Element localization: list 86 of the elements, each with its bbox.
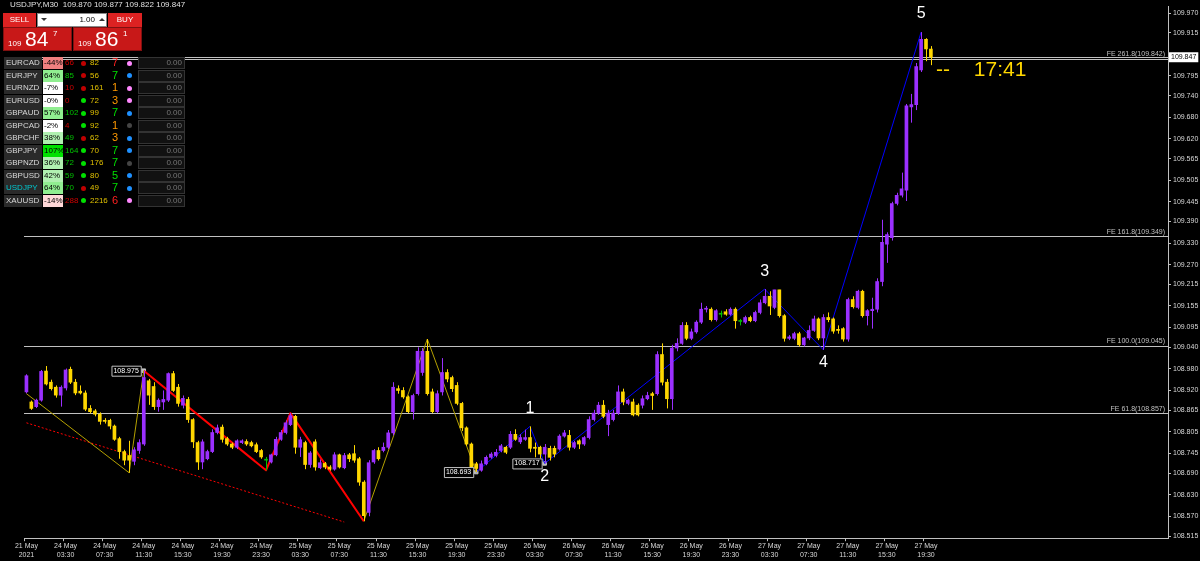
annotation: 0.00: [138, 182, 185, 194]
annotation: 84: [25, 27, 49, 50]
annotation: 0.00: [138, 69, 185, 82]
annotation: 109: [78, 38, 92, 49]
annotation: 0.00: [138, 169, 185, 182]
annotation: GBPAUD: [4, 107, 42, 119]
annotation: 0.00: [138, 132, 185, 144]
annotation: 49: [65, 132, 74, 143]
annotation: 7: [112, 68, 119, 81]
annotation: 4: [65, 119, 70, 131]
annotation: 72: [65, 157, 74, 168]
annotation: 80: [90, 169, 99, 181]
annotation: 42%: [43, 169, 63, 182]
annotation: EURNZD: [4, 82, 42, 94]
annotation: 7: [112, 143, 119, 156]
annotation: 1: [123, 28, 128, 39]
annotation: 164: [65, 144, 79, 156]
annotation: 56: [90, 69, 99, 81]
annotation: 49: [90, 182, 99, 193]
annotation: 7: [112, 181, 119, 193]
annotation: 0.00: [138, 119, 185, 132]
annotation: 0.00: [138, 57, 185, 69]
annotation: GBPNZD: [4, 157, 42, 169]
annotation: 85: [65, 69, 74, 81]
annotation: 1: [525, 398, 535, 416]
annotation: GBPJPY: [4, 144, 42, 157]
annotation: BUY: [108, 13, 142, 27]
annotation: GBPUSD: [4, 169, 42, 182]
annotation: 86: [95, 27, 119, 50]
annotation: 64%: [43, 69, 63, 82]
annotation: 4: [818, 353, 828, 371]
annotation: GBPCHF: [4, 132, 42, 144]
annotation: -2%: [43, 119, 63, 132]
annotation: 0.00: [138, 157, 185, 169]
annotation: 92: [90, 119, 99, 131]
annotation: 57%: [43, 107, 63, 119]
annotation: 288: [65, 194, 79, 206]
annotation: EURCAD: [4, 57, 42, 69]
annotation: GBPCAD: [4, 119, 42, 132]
annotation: -0%: [43, 94, 63, 107]
annotation: 2: [540, 466, 550, 484]
annotation: 176: [90, 157, 104, 168]
annotation: -44%: [43, 57, 63, 69]
annotation: 0.00: [138, 94, 185, 107]
annotation: 62: [90, 132, 99, 143]
annotation: EURJPY: [4, 69, 42, 82]
annotation: -- 17:41: [936, 57, 1027, 81]
annotation: 0.00: [138, 194, 185, 207]
annotation: USDJPY: [4, 182, 42, 194]
annotation: 7: [53, 28, 58, 39]
annotation: SELL: [3, 13, 36, 27]
annotation: 7: [112, 106, 119, 118]
annotation: 1: [112, 81, 119, 93]
annotation: 2216: [90, 194, 108, 206]
annotation: -7%: [43, 82, 63, 94]
annotation: 70: [65, 182, 74, 193]
annotation: 99: [90, 107, 99, 118]
annotation: 72: [90, 94, 99, 106]
annotation: 3: [760, 261, 770, 279]
annotation: 0.00: [138, 144, 185, 157]
annotation: EURUSD: [4, 94, 42, 107]
annotation: 70: [90, 144, 99, 156]
annotation: 59: [65, 169, 74, 181]
annotation: 36%: [43, 157, 63, 169]
annotation: 0: [65, 94, 70, 106]
text: 109: [8, 38, 22, 49]
annotation: 1: [112, 118, 119, 131]
annotation: 64%: [43, 182, 63, 194]
chart-title: USDJPY,M30 109.870 109.877 109.822 109.847: [10, 0, 186, 9]
annotation: 6: [112, 193, 119, 206]
annotation: 7: [112, 156, 119, 168]
annotation: 0.00: [138, 82, 185, 94]
annotation: -14%: [43, 194, 63, 207]
annotation: 3: [112, 93, 119, 106]
annotation: 66: [65, 57, 74, 68]
annotation: 161: [90, 82, 104, 93]
annotation: 38%: [43, 132, 63, 144]
annotation: XAUUSD: [4, 194, 42, 207]
annotation: 3: [112, 131, 119, 143]
annotation: 102: [65, 107, 79, 118]
annotation: 1.00: [78, 14, 95, 26]
annotation: 5: [916, 4, 926, 22]
annotation: 10: [65, 82, 74, 93]
annotation: 0.00: [138, 107, 185, 119]
annotation: 5: [112, 168, 119, 181]
annotation: 82: [90, 57, 99, 68]
